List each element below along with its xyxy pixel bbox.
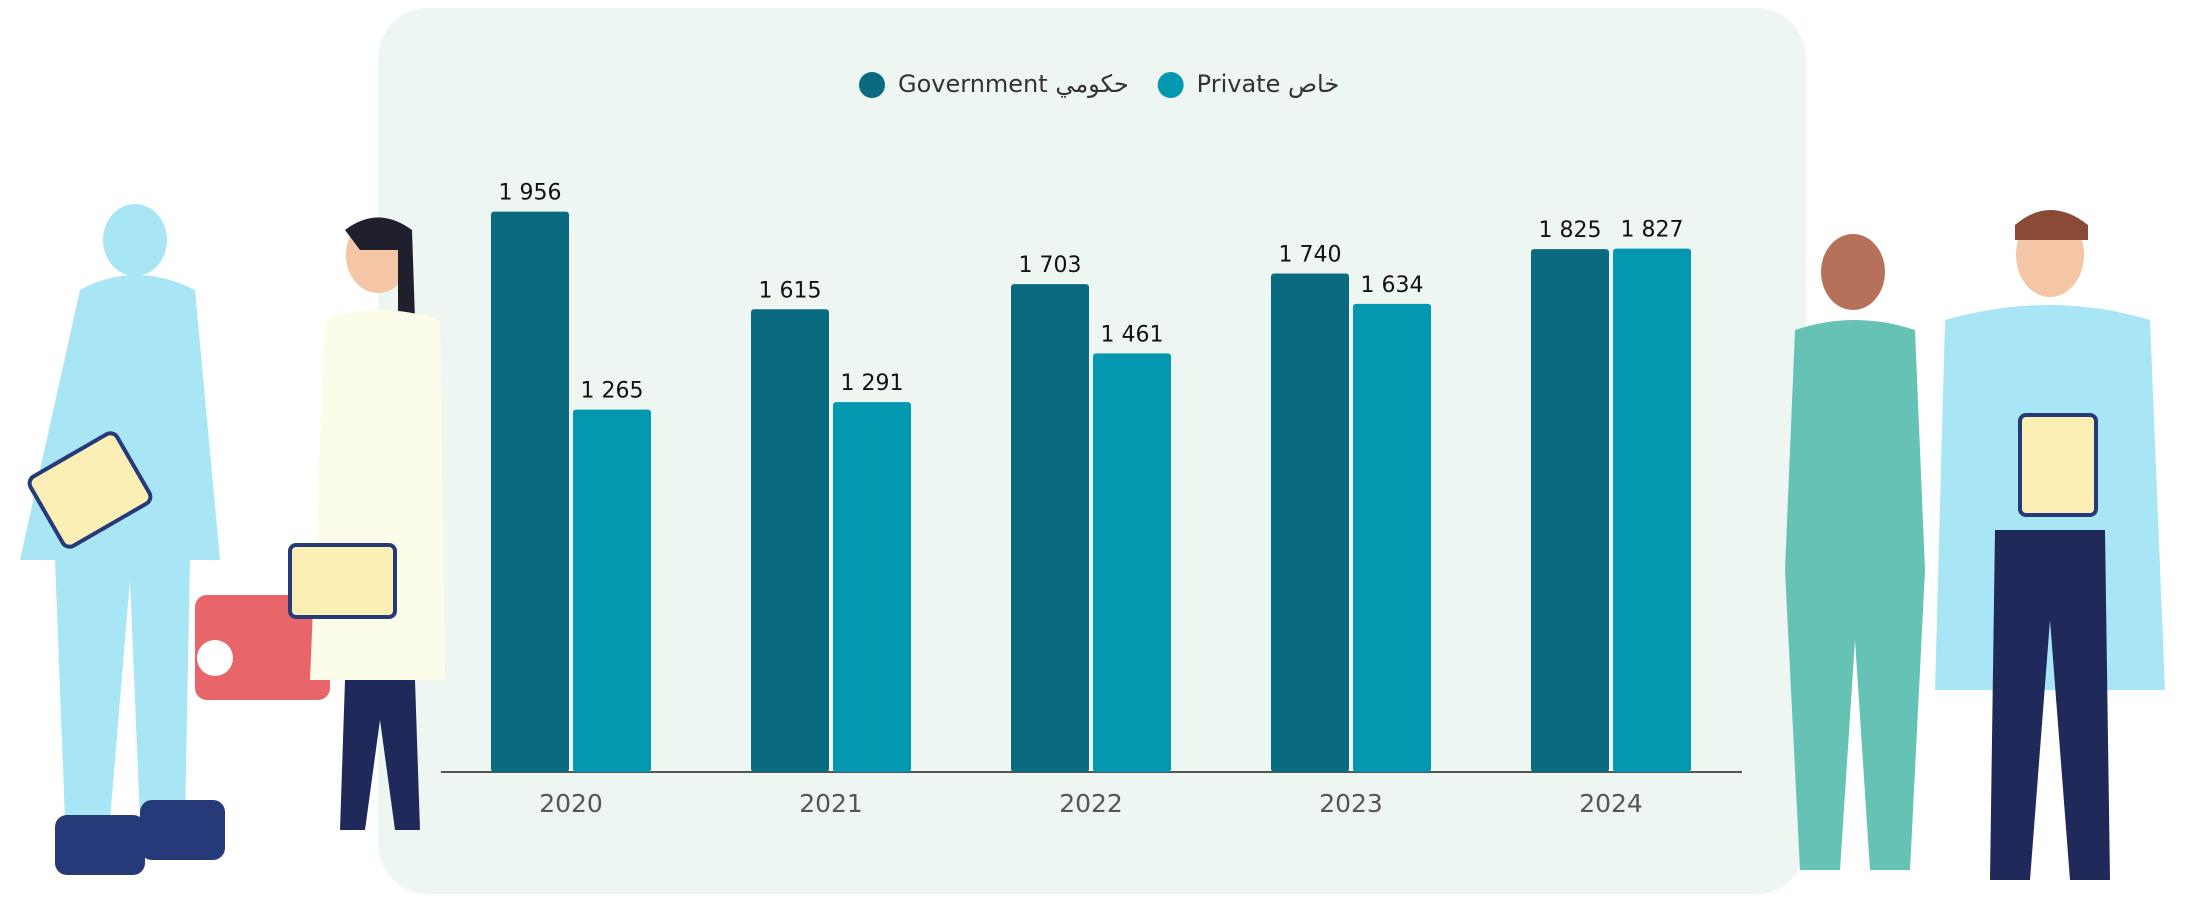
value-label: 1 740: [1279, 242, 1342, 267]
value-label: 1 461: [1101, 322, 1164, 347]
bar: [1613, 248, 1691, 772]
x-tick-label: 2023: [1319, 789, 1383, 818]
value-label: 1 703: [1019, 253, 1082, 278]
value-label: 1 827: [1621, 218, 1684, 243]
bar: [833, 402, 911, 772]
x-tick-label: 2020: [539, 789, 603, 818]
value-label: 1 825: [1539, 218, 1602, 243]
bar: [1531, 249, 1609, 772]
x-tick-label: 2021: [799, 789, 863, 818]
illustration-left: [20, 204, 445, 875]
x-tick-label: 2022: [1059, 789, 1123, 818]
legend-swatch: [1157, 72, 1184, 98]
bar: [1271, 273, 1349, 772]
bar: [1353, 303, 1431, 772]
bar: [1093, 353, 1171, 772]
bar: [491, 211, 569, 772]
legend-label: Government حكومي: [898, 70, 1129, 98]
value-label: 1 956: [499, 181, 562, 206]
x-tick-label: 2024: [1579, 789, 1643, 818]
value-label: 1 615: [759, 278, 822, 303]
illustration-right: [1785, 210, 2165, 880]
legend: Government حكومي Private خاص: [859, 70, 1339, 98]
value-label: 1 634: [1361, 273, 1424, 298]
legend-label: Private خاص: [1197, 70, 1339, 98]
bar: [1011, 284, 1089, 772]
chart-panel: [378, 8, 1806, 894]
value-label: 1 265: [581, 379, 644, 404]
value-label: 1 291: [841, 371, 904, 396]
legend-swatch: [859, 72, 885, 98]
bar: [751, 309, 829, 772]
bar: [573, 409, 651, 772]
